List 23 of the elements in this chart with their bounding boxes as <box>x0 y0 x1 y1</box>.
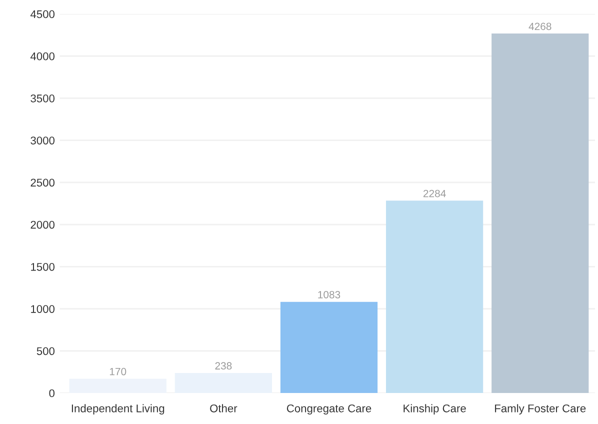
x-tick-label: Kinship Care <box>404 404 466 415</box>
bar <box>280 302 378 394</box>
data-label: 2284 <box>423 190 446 198</box>
y-tick-label: 2000 <box>30 220 55 229</box>
y-tick-label: 1500 <box>31 262 55 271</box>
x-tick-label: Independent Living <box>72 404 164 415</box>
y-tick-label: 4500 <box>30 10 55 18</box>
y-tick-label: 4000 <box>30 52 55 60</box>
y-tick-label: 3500 <box>30 94 55 102</box>
bar <box>492 34 589 394</box>
y-tick-label: 3000 <box>30 136 55 144</box>
y-tick-label: 500 <box>36 347 55 356</box>
x-tick-label: Famly Foster Care <box>495 404 586 415</box>
data-label: 238 <box>215 362 232 370</box>
y-tick-label: 1000 <box>31 305 55 313</box>
y-tick-label: 2500 <box>30 178 55 187</box>
data-label: 4268 <box>528 22 552 30</box>
y-tick-label: 0 <box>49 389 55 398</box>
data-label: 170 <box>110 368 126 376</box>
x-tick-label: Other <box>210 404 238 412</box>
x-tick-label: Congregate Care <box>286 404 372 415</box>
data-label: 1083 <box>318 291 340 298</box>
bar <box>386 200 484 394</box>
